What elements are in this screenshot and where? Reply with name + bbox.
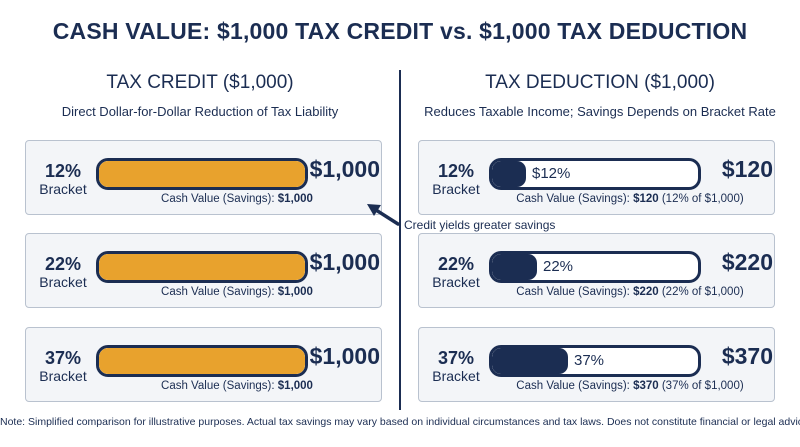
caption-prefix: Cash Value (Savings): — [161, 286, 278, 298]
deduction-caption: Cash Value (Savings): $220 (22% of $1,00… — [489, 286, 771, 298]
credit-bar-track — [96, 158, 308, 190]
credit-bar — [99, 348, 305, 374]
credit-caption: Cash Value (Savings): $1,000 — [96, 286, 378, 298]
caption-suffix: (12% of $1,000) — [658, 193, 744, 205]
caption-prefix: Cash Value (Savings): — [516, 380, 634, 392]
deduction-bar-label: 22% — [543, 258, 574, 275]
bracket-label: Bracket — [39, 274, 87, 290]
caption-suffix: (22% of $1,000) — [658, 286, 744, 298]
deduction-card-22: 22% Bracket 22% $220 Cash Value (Savings… — [418, 233, 775, 308]
footnote: Note: Simplified comparison for illustra… — [0, 416, 800, 428]
deduction-bar — [492, 348, 568, 374]
credit-column-subtitle: Direct Dollar-for-Dollar Reduction of Ta… — [61, 104, 339, 119]
bracket-label: Bracket — [432, 368, 480, 384]
caption-value: $120 — [633, 193, 659, 205]
column-divider — [399, 70, 401, 410]
deduction-amount: $120 — [721, 156, 773, 182]
bracket-label: Bracket — [39, 181, 87, 197]
deduction-bar-track: 37% — [489, 345, 701, 377]
credit-card-12: 12% Bracket $1,000 Cash Value (Savings):… — [25, 140, 382, 215]
bracket-label: Bracket — [432, 181, 480, 197]
caption-prefix: Cash Value (Savings): — [161, 380, 278, 392]
bracket-rate: 37% — [44, 348, 82, 368]
bracket-rate: 12% — [44, 161, 82, 181]
deduction-bar — [492, 254, 537, 280]
caption-value: $1,000 — [277, 193, 313, 205]
deduction-bar — [492, 161, 526, 187]
bracket-rate: 22% — [437, 254, 475, 274]
deduction-column-title: TAX DEDUCTION ($1,000) — [485, 72, 715, 93]
deduction-caption: Cash Value (Savings): $370 (37% of $1,00… — [489, 380, 771, 392]
deduction-bar-track: 22% — [489, 251, 701, 283]
credit-column-title: TAX CREDIT ($1,000) — [106, 72, 294, 93]
caption-value: $220 — [633, 286, 659, 298]
deduction-caption: Cash Value (Savings): $120 (12% of $1,00… — [489, 193, 771, 205]
deduction-card-12: 12% Bracket $12% $120 Cash Value (Saving… — [418, 140, 775, 215]
credit-amount: $1,000 — [309, 249, 380, 275]
credit-bar-track — [96, 345, 308, 377]
annotation: Credit yields greater savings — [404, 218, 556, 232]
credit-caption: Cash Value (Savings): $1,000 — [96, 380, 378, 392]
deduction-card-37: 37% Bracket 37% $370 Cash Value (Savings… — [418, 327, 775, 402]
credit-bar — [99, 161, 305, 187]
bracket-rate: 12% — [437, 161, 475, 181]
credit-caption: Cash Value (Savings): $1,000 — [96, 193, 378, 205]
caption-value: $1,000 — [277, 380, 313, 392]
bracket-label: Bracket — [39, 368, 87, 384]
arrow-icon — [367, 204, 400, 226]
bracket-label: Bracket — [432, 274, 480, 290]
credit-card-37: 37% Bracket $1,000 Cash Value (Savings):… — [25, 327, 382, 402]
credit-bar-track — [96, 251, 308, 283]
caption-value: $1,000 — [277, 286, 313, 298]
caption-suffix: (37% of $1,000) — [658, 380, 744, 392]
deduction-amount: $220 — [721, 249, 773, 275]
credit-amount: $1,000 — [309, 343, 380, 369]
deduction-column-subtitle: Reduces Taxable Income; Savings Depends … — [424, 104, 776, 119]
caption-value: $370 — [633, 380, 659, 392]
credit-amount: $1,000 — [309, 156, 380, 182]
deduction-bar-label: $12% — [532, 165, 571, 182]
page-title: CASH VALUE: $1,000 TAX CREDIT vs. $1,000… — [52, 18, 748, 44]
deduction-amount: $370 — [721, 343, 773, 369]
credit-bar — [99, 254, 305, 280]
caption-prefix: Cash Value (Savings): — [161, 193, 278, 205]
deduction-bar-label: 37% — [574, 352, 605, 369]
credit-card-22: 22% Bracket $1,000 Cash Value (Savings):… — [25, 233, 382, 308]
bracket-rate: 37% — [437, 348, 475, 368]
caption-prefix: Cash Value (Savings): — [516, 286, 634, 298]
bracket-rate: 22% — [44, 254, 82, 274]
caption-prefix: Cash Value (Savings): — [516, 193, 634, 205]
deduction-bar-track: $12% — [489, 158, 701, 190]
